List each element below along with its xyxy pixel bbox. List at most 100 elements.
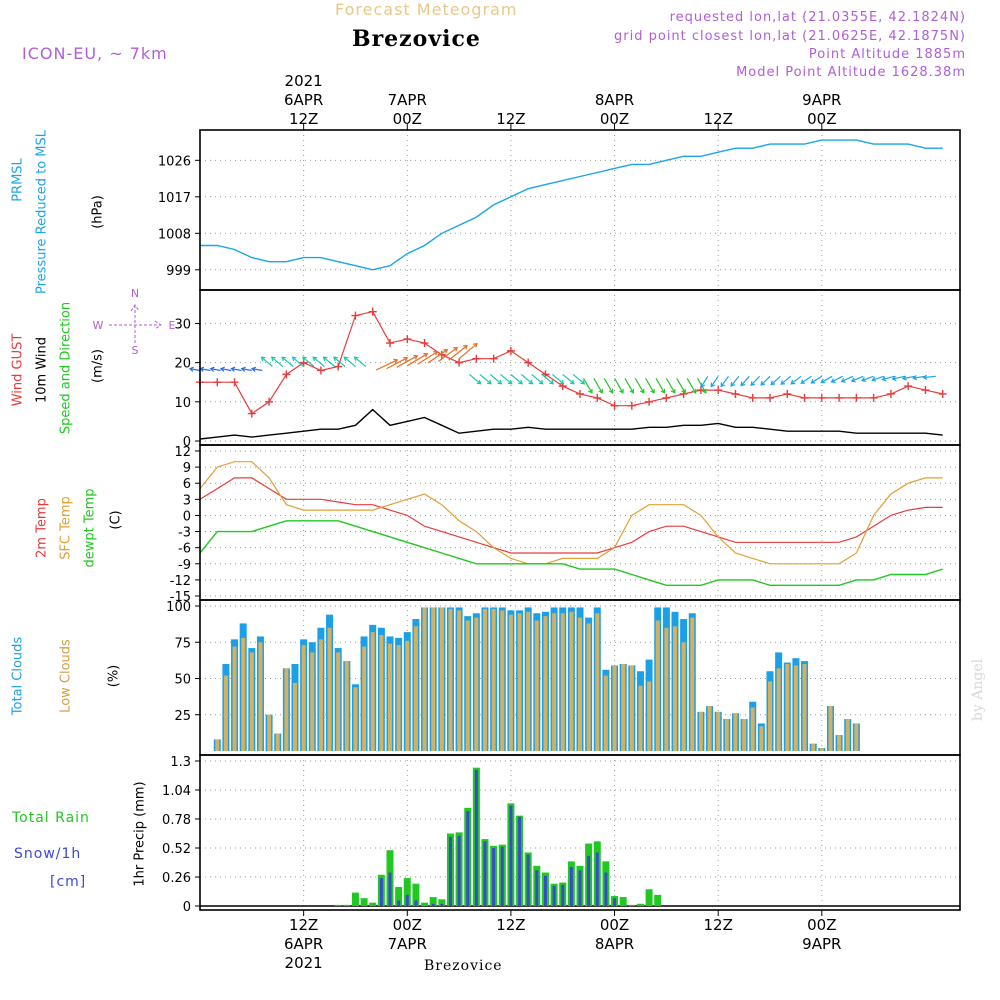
xtick-label-bottom: 12Z (496, 916, 525, 934)
ytick-label-temperature: -12 (170, 574, 191, 589)
low-cloud-bar (457, 610, 462, 751)
model-altitude: Model Point Altitude 1628.38m (736, 65, 966, 80)
snow-bar (569, 866, 573, 906)
low-cloud-bar (742, 719, 747, 751)
snow-bar (535, 870, 539, 906)
rain-bar (412, 883, 420, 906)
rain-bar (351, 892, 359, 906)
wind-arrow (353, 356, 367, 367)
low-cloud-bar (249, 652, 254, 751)
snow-unit-label: [cm] (50, 874, 87, 890)
low-cloud-bar (638, 685, 643, 751)
wind-arrow (500, 373, 513, 385)
low-cloud-bar (534, 620, 539, 751)
wind-arrow (322, 356, 336, 367)
gust-point (610, 401, 619, 410)
wind-arrow (386, 356, 409, 370)
ytick-label-wind: 20 (174, 357, 191, 372)
low-cloud-bar (500, 610, 505, 751)
wind-arrow (655, 377, 666, 394)
wind-arrow (840, 375, 854, 383)
wind-arrow (417, 351, 439, 365)
low-cloud-bar (388, 643, 392, 751)
low-cloud-bar (716, 711, 721, 751)
low-cloud-bar (733, 713, 738, 751)
xtick-label-bottom: 00Z (807, 916, 836, 934)
ytick-label-precipitation: 1.04 (162, 784, 191, 799)
axis-labels: 9991008101710260102030-15-12-9-6-3036912… (158, 72, 842, 972)
rain-bar (403, 878, 411, 906)
low-cloud-bar (526, 611, 531, 751)
xtick-label-top: 12Z (496, 110, 525, 128)
rain-bar (619, 897, 627, 906)
low-cloud-bar (275, 733, 280, 751)
gust-point (904, 382, 913, 391)
panel-frame-temperature (199, 444, 961, 601)
wind-arrow (901, 375, 916, 381)
gust-point (869, 393, 878, 402)
snow-bar (448, 836, 452, 906)
wind-arrow (458, 342, 478, 360)
wind-arrow (850, 375, 864, 383)
gust-point (938, 389, 947, 398)
snow-label: Snow/1h (14, 846, 82, 862)
wind-arrow (479, 373, 492, 385)
wind-arrow (665, 377, 676, 394)
snow-bar (526, 854, 530, 906)
snow-bar (595, 852, 599, 906)
wind-arrow (270, 356, 284, 367)
wind-arrow (912, 375, 926, 381)
low-cloud-bar (621, 664, 626, 751)
low-cloud-bar (724, 719, 729, 751)
ytick-label-temperature: 6 (183, 477, 191, 492)
model-label: ICON-EU, ~ 7km (22, 44, 168, 63)
wind-arrow (541, 373, 555, 385)
low-cloud-bar (431, 607, 436, 751)
snow-bar (518, 816, 522, 906)
low-cloud-bar (474, 617, 479, 751)
ytick-label-temperature: 3 (183, 493, 191, 508)
wind-arrow (830, 375, 843, 383)
ytick-label-wind: 0 (183, 435, 191, 450)
requested-coords: requested lon,lat (21.0355E, 42.1824N) (669, 10, 966, 25)
wind-arrow (260, 356, 273, 367)
gust-point (766, 393, 774, 402)
low-cloud-bar (258, 642, 263, 751)
low-cloud-bar (603, 675, 608, 751)
xtick-label-top: 00Z (600, 110, 629, 128)
grid (200, 130, 960, 910)
ytick-label-pressure: 1017 (158, 191, 191, 206)
wind-arrow (343, 356, 356, 367)
low-cloud-bar (491, 608, 496, 751)
rain-bar (628, 904, 636, 906)
ytick-label-temperature: -6 (178, 542, 191, 557)
gust-point (627, 401, 636, 410)
gust-point (265, 397, 274, 406)
low-cloud-bar (517, 613, 522, 751)
snow-bar (587, 855, 591, 906)
wind-arrow (333, 356, 346, 367)
wind-arrow (645, 377, 655, 394)
gust-point (852, 393, 861, 402)
low-cloud-bar (370, 632, 375, 751)
ytick-label-precipitation: 0.26 (162, 871, 191, 886)
wind-arrow (396, 354, 419, 368)
wind-arrow (375, 358, 399, 371)
wind-arrow (613, 377, 624, 394)
low-cloud-bar (569, 611, 574, 751)
wind-arrow (230, 366, 242, 372)
wind-arrow (489, 373, 503, 385)
low-cloud-bar (508, 614, 513, 751)
xtick-label-top: 00Z (393, 110, 422, 128)
gust-point (472, 354, 481, 363)
low-cloud-bar (690, 617, 695, 751)
low-cloud-bar (379, 635, 384, 751)
compass-arrows (109, 304, 162, 345)
low-cloud-bar (560, 613, 565, 751)
snow-bar (379, 878, 383, 906)
xtick-label-top: 8APR (595, 91, 634, 109)
low-cloud-bar (327, 627, 332, 751)
xtick-label-bottom: 00Z (393, 916, 422, 934)
wind-arrow (750, 375, 761, 387)
